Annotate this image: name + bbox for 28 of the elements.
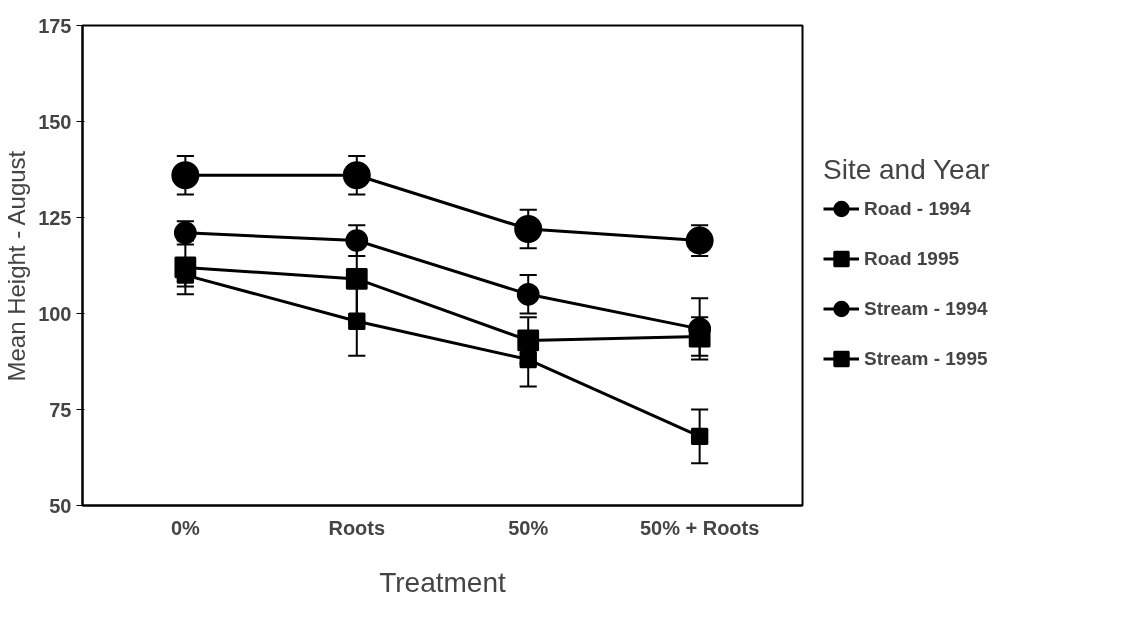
y-tick-label: 100 bbox=[38, 302, 72, 325]
y-tick-label: 150 bbox=[38, 110, 72, 133]
y-axis-title: Mean Height - August bbox=[3, 150, 31, 382]
point bbox=[685, 226, 714, 255]
point bbox=[171, 161, 200, 190]
x-tick-label: Roots bbox=[328, 516, 386, 539]
x-tick-label: 50% + Roots bbox=[639, 516, 760, 539]
legend-title: Site and Year bbox=[823, 153, 990, 186]
legend-label: Stream - 1994 bbox=[864, 297, 988, 320]
y-tick-label: 50 bbox=[49, 494, 72, 517]
point bbox=[348, 312, 366, 330]
legend-label: Road 1995 bbox=[864, 247, 960, 270]
legend-label: Road - 1994 bbox=[864, 197, 971, 220]
legend-label: Stream - 1995 bbox=[864, 347, 988, 370]
point bbox=[514, 215, 543, 243]
y-tick-label: 75 bbox=[49, 398, 72, 421]
point bbox=[517, 329, 540, 352]
x-tick-label: 0% bbox=[170, 516, 201, 539]
point bbox=[342, 161, 371, 190]
point bbox=[519, 350, 537, 369]
point bbox=[690, 427, 709, 446]
y-tick-label: 175 bbox=[38, 14, 72, 37]
y-tick-label: 125 bbox=[38, 206, 72, 229]
point bbox=[345, 268, 368, 290]
x-axis-title: Treatment bbox=[379, 566, 506, 598]
point bbox=[345, 229, 369, 252]
x-tick-label: 50% bbox=[508, 516, 549, 539]
point bbox=[516, 282, 540, 306]
